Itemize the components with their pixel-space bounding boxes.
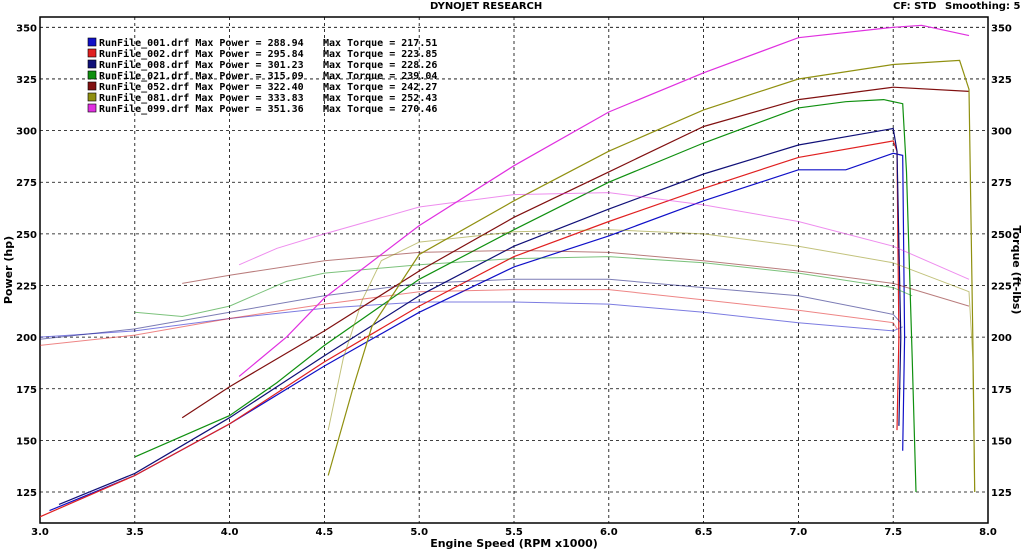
- power-line-3: [58, 127, 902, 505]
- y-right-tick-label: 225: [991, 281, 1012, 292]
- x-tick-label: 6.5: [695, 527, 713, 538]
- legend-entry-torque: Max Torque = 242.27: [323, 82, 437, 93]
- legend-entry-torque: Max Torque = 239.04: [323, 71, 437, 82]
- power-line-5: [181, 86, 970, 419]
- y-right-tick-label: 250: [991, 230, 1012, 241]
- y-left-tick-label: 325: [16, 75, 37, 86]
- power-line-6: [327, 59, 976, 493]
- y-right-tick-label: 275: [991, 178, 1012, 189]
- x-tick-label: 8.0: [979, 527, 997, 538]
- legend-entry-power: RunFile_099.drf Max Power = 351.36: [99, 103, 304, 115]
- legend-swatch: [87, 103, 97, 113]
- legend-entry-torque: Max Torque = 223.85: [323, 49, 437, 60]
- legend: RunFile_001.drf Max Power = 288.94 Max To…: [87, 37, 437, 115]
- series-group: [40, 24, 976, 518]
- torque-line-3: [40, 278, 902, 340]
- legend-entry-power: RunFile_052.drf Max Power = 322.40: [99, 81, 304, 93]
- x-tick-label: 6.0: [600, 527, 618, 538]
- x-tick-label: 3.5: [126, 527, 144, 538]
- y-right-tick-label: 125: [991, 488, 1012, 499]
- y-right-tick-label: 325: [991, 75, 1012, 86]
- x-tick-label: 3.0: [31, 527, 49, 538]
- torque-line-7: [238, 192, 970, 280]
- power-line-7: [238, 24, 970, 377]
- y-left-tick-label: 125: [16, 488, 37, 499]
- x-tick-label: 4.5: [316, 527, 334, 538]
- y-right-tick-label: 300: [991, 127, 1012, 138]
- y-left-tick-label: 250: [16, 230, 37, 241]
- legend-swatch: [87, 37, 97, 47]
- legend-entry-torque: Max Torque = 252.43: [323, 93, 437, 104]
- y-right-tick-label: 175: [991, 385, 1012, 396]
- torque-line-1: [40, 301, 903, 338]
- legend-entry-power: RunFile_002.drf Max Power = 295.84: [99, 48, 304, 60]
- legend-entry-torque: Max Torque = 228.26: [323, 60, 437, 71]
- torque-line-4: [134, 256, 913, 318]
- legend-swatch: [87, 92, 97, 102]
- torque-line-2: [40, 289, 898, 346]
- legend-swatch: [87, 81, 97, 91]
- chart-title: DYNOJET RESEARCH: [430, 1, 543, 12]
- x-axis-label: Engine Speed (RPM x1000): [430, 537, 598, 550]
- torque-line-5: [182, 249, 970, 307]
- y-left-tick-label: 225: [16, 281, 37, 292]
- y-left-tick-label: 175: [16, 385, 37, 396]
- x-tick-label: 7.0: [790, 527, 808, 538]
- y-left-tick-label: 350: [16, 23, 37, 34]
- x-tick-label: 5.0: [410, 527, 428, 538]
- y-right-tick-labels: 125 150 175 200 225 250 275 300 325 350: [991, 23, 1012, 499]
- y-axis-right-label: Torque (ft-lbs): [1010, 226, 1023, 315]
- power-line-4: [134, 98, 917, 493]
- x-tick-label: 7.5: [884, 527, 902, 538]
- y-left-tick-label: 200: [16, 333, 37, 344]
- y-left-tick-label: 150: [16, 436, 37, 447]
- legend-entry-power: RunFile_008.drf Max Power = 301.23: [99, 59, 304, 71]
- legend-entry-torque: Max Torque = 217.51: [323, 38, 437, 49]
- legend-swatch: [87, 48, 97, 58]
- x-tick-labels: 3.0 3.5 4.0 4.5 5.0 5.5 6.0 6.5 7.0 7.5 8.0: [31, 527, 997, 538]
- y-right-tick-label: 150: [991, 436, 1012, 447]
- x-tick-label: 4.0: [221, 527, 239, 538]
- y-left-tick-labels: 125 150 175 200 225 250 275 300 325 350: [16, 23, 37, 499]
- y-left-tick-label: 275: [16, 178, 37, 189]
- y-left-tick-label: 300: [16, 127, 37, 138]
- torque-line-6: [327, 229, 976, 493]
- legend-swatch: [87, 59, 97, 69]
- legend-entry-power: RunFile_001.drf Max Power = 288.94: [99, 37, 304, 49]
- y-axis-left-label: Power (hp): [2, 236, 15, 304]
- legend-swatch: [87, 70, 97, 80]
- x-tick-label: 5.5: [505, 527, 523, 538]
- legend-entry-torque: Max Torque = 270.46: [323, 104, 437, 115]
- y-right-tick-label: 350: [991, 23, 1012, 34]
- legend-entry-power: RunFile_081.drf Max Power = 333.83: [99, 92, 304, 104]
- y-right-tick-label: 200: [991, 333, 1012, 344]
- smoothing-label: Smoothing: 5: [945, 1, 1021, 12]
- legend-entry-power: RunFile_021.drf Max Power = 315.09: [99, 70, 304, 82]
- cf-label: CF: STD: [893, 1, 937, 12]
